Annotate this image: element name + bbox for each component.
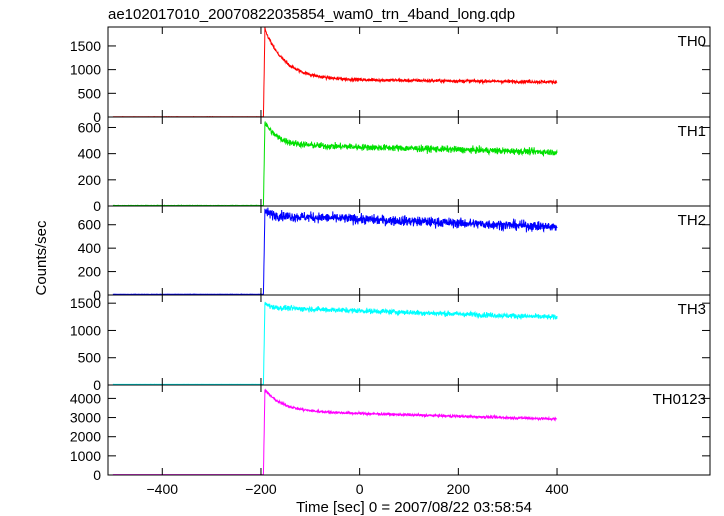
- series-th2-line: [112, 207, 558, 296]
- x-tick-label: 200: [447, 481, 471, 497]
- panel-frame: [107, 26, 711, 118]
- x-tick-label: 0: [356, 481, 364, 497]
- x-axis-label: Time [sec] 0 = 2007/08/22 03:58:54: [296, 499, 532, 516]
- x-tick-label: 400: [545, 481, 569, 497]
- y-tick-label: 400: [78, 240, 102, 256]
- y-tick-label: 3000: [70, 410, 101, 426]
- x-tick-label: −400: [147, 481, 179, 497]
- y-tick-label: 1500: [70, 38, 101, 54]
- panel-th3: 0 500 1000 1500 TH3: [70, 294, 711, 393]
- panel-th0123: 0 1000 2000 3000 4000 TH0123: [70, 384, 711, 483]
- series-label-th1: TH1: [678, 123, 706, 140]
- panel-th0: 0 500 1000 1500 TH0: [70, 26, 711, 125]
- chart-title: ae102017010_20070822035854_wam0_trn_4ban…: [108, 6, 515, 23]
- x-tick-labels: −400 −200 0 200 400: [147, 481, 569, 497]
- panel-frame: [107, 294, 711, 386]
- series-th0-line: [112, 27, 558, 118]
- series-label-th2: TH2: [678, 212, 706, 229]
- y-tick-label: 0: [93, 467, 101, 483]
- y-tick-label: 0: [93, 198, 101, 214]
- panel-th1: 0 200 400 600 TH1: [78, 116, 711, 214]
- series-th3-line: [112, 301, 558, 386]
- panels: 0 500 1000 1500 TH0 0 200 400 600 TH1 0 200 400 600 TH…: [70, 26, 711, 483]
- y-tick-label: 500: [78, 350, 102, 366]
- y-tick-label: 0: [93, 287, 101, 303]
- y-tick-label: 1500: [70, 295, 101, 311]
- y-tick-label: 400: [78, 146, 102, 162]
- y-tick-label: 600: [78, 217, 102, 233]
- y-tick-label: 4000: [70, 390, 101, 406]
- y-tick-label: 600: [78, 119, 102, 135]
- x-tick-label: −200: [245, 481, 277, 497]
- series-label-th0123: TH0123: [653, 391, 706, 408]
- series-th0123-line: [112, 388, 558, 476]
- y-tick-label: 500: [78, 85, 102, 101]
- panel-th2: 0 200 400 600 TH2: [78, 205, 711, 303]
- y-tick-label: 200: [78, 264, 102, 280]
- panel-frame: [107, 116, 711, 207]
- y-tick-label: 0: [93, 109, 101, 125]
- y-tick-label: 2000: [70, 429, 101, 445]
- series-th1-line: [112, 121, 558, 207]
- y-tick-label: 0: [93, 377, 101, 393]
- y-tick-label: 1000: [70, 448, 101, 464]
- panel-frame: [107, 384, 711, 476]
- series-label-th3: TH3: [678, 301, 706, 318]
- y-tick-label: 200: [78, 172, 102, 188]
- y-axis-label: Counts/sec: [33, 220, 50, 296]
- series-label-th0: TH0: [678, 33, 706, 50]
- y-tick-label: 1000: [70, 62, 101, 78]
- y-tick-label: 1000: [70, 322, 101, 338]
